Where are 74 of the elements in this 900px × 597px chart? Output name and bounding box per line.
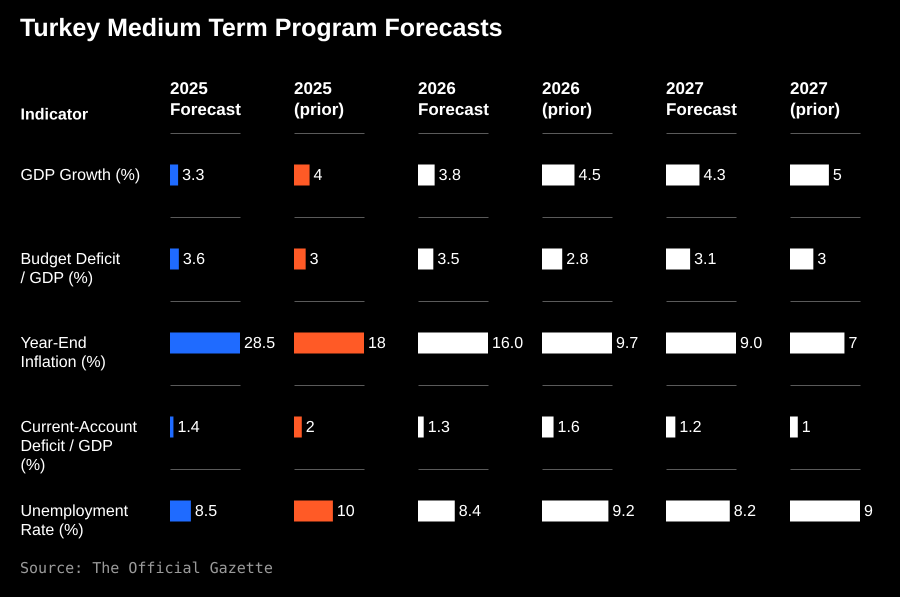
- data-label: 5: [832, 167, 842, 184]
- bar: [666, 164, 700, 186]
- bar: [170, 416, 174, 438]
- bar: [170, 500, 191, 522]
- data-label: 9: [864, 503, 873, 520]
- bar: [542, 500, 608, 522]
- data-label: 1.6: [558, 419, 580, 436]
- data-label: 16.0: [492, 335, 524, 352]
- bar: [294, 416, 302, 438]
- data-label: 1.3: [428, 419, 450, 436]
- bar: [790, 332, 844, 354]
- y-tick-label: Unemployment Rate (%): [20, 503, 129, 539]
- data-label: 28.5: [244, 335, 276, 352]
- data-label: 9.7: [616, 335, 638, 352]
- data-label: 1.4: [177, 419, 200, 436]
- data-label: 1: [802, 419, 811, 436]
- chart-title: 2025 Forecast: [170, 79, 242, 119]
- bar: [294, 248, 306, 270]
- bar: [294, 500, 333, 522]
- data-label: 8.4: [458, 503, 482, 520]
- bar: [790, 164, 829, 186]
- data-label: 10: [336, 503, 355, 520]
- chart-title: 2026 (prior): [542, 79, 592, 119]
- data-label: 3.6: [182, 251, 206, 268]
- y-tick-label: Year-End Inflation (%): [20, 335, 106, 371]
- data-label: 3.5: [437, 251, 460, 268]
- bar: [294, 164, 310, 186]
- bar: [418, 248, 434, 270]
- data-label: 3: [310, 251, 319, 268]
- data-label: 4.5: [578, 167, 601, 184]
- chart-title: 2025 (prior): [294, 79, 344, 119]
- chart-title: 2027 (prior): [790, 79, 840, 119]
- data-label: 1.2: [679, 419, 702, 436]
- chart-title: 2026 Forecast: [418, 79, 490, 119]
- bar: [666, 332, 736, 354]
- bar: [542, 416, 554, 438]
- data-label: 4: [314, 167, 323, 184]
- data-label: 4.3: [703, 167, 726, 184]
- data-label: 3.3: [182, 167, 204, 184]
- y-tick-label: Budget Deficit / GDP (%): [20, 251, 121, 287]
- bar: [418, 332, 488, 354]
- bar: [790, 500, 860, 522]
- bar: [418, 164, 435, 186]
- data-label: 3.1: [694, 251, 716, 268]
- y-axis-title: Indicator: [20, 106, 88, 124]
- data-label: 2.8: [566, 251, 589, 268]
- data-label: 8.2: [734, 503, 756, 520]
- chart-title: 2027 Forecast: [666, 79, 738, 119]
- bar: [542, 164, 574, 186]
- data-label: 7: [848, 335, 858, 352]
- bar: [666, 248, 690, 270]
- data-label: 3: [817, 251, 826, 268]
- data-label: 8.5: [194, 503, 218, 520]
- data-label: 9.0: [740, 335, 762, 352]
- bar: [418, 500, 455, 522]
- bar: [542, 248, 562, 270]
- bar: [170, 248, 179, 270]
- y-tick-label: Current-Account Deficit / GDP (%): [20, 419, 138, 474]
- data-label: 2: [306, 419, 315, 436]
- bar: [170, 164, 178, 186]
- data-label: 18: [368, 335, 386, 352]
- bar: [542, 332, 612, 354]
- bar: [294, 332, 364, 354]
- bar: [666, 416, 676, 438]
- y-tick-label: GDP Growth (%): [20, 167, 140, 184]
- bar: [418, 416, 424, 438]
- bar: [170, 332, 240, 354]
- data-label: 3.8: [438, 167, 461, 184]
- data-label: 9.2: [612, 503, 635, 520]
- annotation: Source: The Official Gazette: [20, 559, 274, 577]
- bar: [790, 416, 798, 438]
- bar: [790, 248, 814, 270]
- bar: [666, 500, 730, 522]
- text: Turkey Medium Term Program Forecasts: [19, 13, 504, 44]
